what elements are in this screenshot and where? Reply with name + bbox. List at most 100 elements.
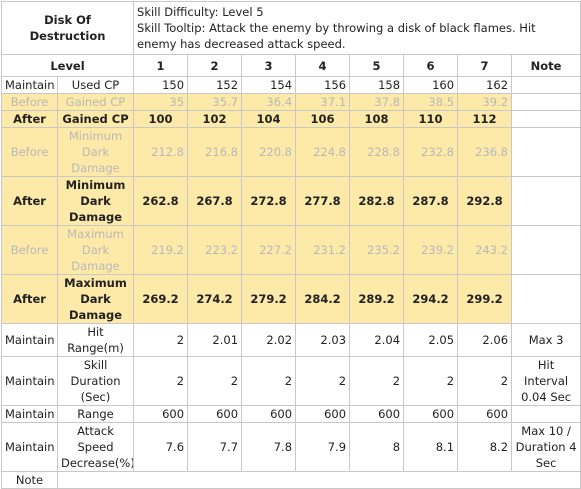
stat-row: Maintain Used CP 150 152 154 156 158 160 162 bbox=[1, 76, 581, 94]
stat-value: 279.2 bbox=[241, 274, 297, 324]
stat-value: 36.4 bbox=[241, 93, 297, 111]
stat-value: 272.8 bbox=[241, 176, 297, 226]
stat-value: 2 bbox=[349, 356, 405, 406]
row-note bbox=[511, 225, 581, 275]
level-number: 1 bbox=[133, 54, 189, 77]
stat-value: 2 bbox=[457, 356, 513, 406]
stat-value: 37.1 bbox=[295, 93, 351, 111]
stat-value: 235.2 bbox=[349, 225, 405, 275]
stat-value: 294.2 bbox=[403, 274, 459, 324]
stat-value: 35 bbox=[133, 93, 189, 111]
stat-value: 600 bbox=[349, 405, 405, 423]
stat-name: Minimum Dark Damage bbox=[56, 176, 135, 226]
stat-value: 216.8 bbox=[187, 127, 243, 177]
stat-name: Minimum Dark Damage bbox=[56, 127, 135, 177]
stat-value: 600 bbox=[457, 405, 513, 423]
stat-value: 2.04 bbox=[349, 323, 405, 357]
stat-value: 243.2 bbox=[457, 225, 513, 275]
stat-value: 231.2 bbox=[295, 225, 351, 275]
stat-value: 2 bbox=[133, 323, 189, 357]
stat-value: 239.2 bbox=[403, 225, 459, 275]
stat-value: 154 bbox=[241, 76, 297, 94]
stat-row: Before Gained CP 35 35.7 36.4 37.1 37.8 38.5 39.… bbox=[1, 93, 581, 111]
stat-value: 236.8 bbox=[457, 127, 513, 177]
stat-value: 277.8 bbox=[295, 176, 351, 226]
row-note: Max 3 bbox=[511, 323, 581, 357]
stat-value: 227.2 bbox=[241, 225, 297, 275]
stat-value: 8.1 bbox=[403, 422, 459, 472]
stat-value: 39.2 bbox=[457, 93, 513, 111]
stat-value: 7.6 bbox=[133, 422, 189, 472]
footer-note-content bbox=[56, 471, 581, 489]
stat-row: Maintain Hit Range(m) 2 2.01 2.02 2.03 2.04 2.0… bbox=[1, 323, 581, 357]
stat-value: 110 bbox=[403, 110, 459, 128]
stat-value: 2 bbox=[403, 356, 459, 406]
stat-value: 220.8 bbox=[241, 127, 297, 177]
row-note bbox=[511, 274, 581, 324]
level-number: 7 bbox=[457, 54, 513, 77]
footer-note-label: Note bbox=[1, 471, 58, 489]
stat-row: Maintain Range 600 600 600 600 600 600 600 bbox=[1, 405, 581, 423]
stat-value: 112 bbox=[457, 110, 513, 128]
footer-row: Note bbox=[1, 471, 581, 489]
stat-value: 600 bbox=[295, 405, 351, 423]
stat-value: 35.7 bbox=[187, 93, 243, 111]
stat-value: 2.02 bbox=[241, 323, 297, 357]
stat-value: 108 bbox=[349, 110, 405, 128]
skill-tooltip: Skill Tooltip: Attack the enemy by throw… bbox=[137, 21, 536, 51]
skill-difficulty: Skill Difficulty: Level 5 bbox=[137, 5, 264, 19]
level-number: 5 bbox=[349, 54, 405, 77]
level-label: Level bbox=[0, 54, 135, 77]
stat-value: 224.8 bbox=[295, 127, 351, 177]
stat-value: 232.8 bbox=[403, 127, 459, 177]
stat-value: 299.2 bbox=[457, 274, 513, 324]
stat-value: 158 bbox=[349, 76, 405, 94]
row-state: Before bbox=[1, 225, 58, 275]
level-number: 6 bbox=[403, 54, 459, 77]
row-state: Maintain bbox=[1, 422, 58, 472]
level-number: 3 bbox=[241, 54, 297, 77]
stat-value: 2 bbox=[295, 356, 351, 406]
row-state: Maintain bbox=[1, 76, 58, 94]
skill-name: Disk Of Destruction bbox=[0, 1, 135, 55]
row-state: Before bbox=[1, 93, 58, 111]
stat-value: 104 bbox=[241, 110, 297, 128]
stat-row: After Minimum Dark Damage 262.8 267.8 272.8 2… bbox=[1, 176, 581, 226]
stat-value: 38.5 bbox=[403, 93, 459, 111]
note-label: Note bbox=[511, 54, 581, 77]
stat-row: Maintain Skill Duration (Sec) 2 2 2 2 2 2 2 Hit I… bbox=[1, 356, 581, 406]
stat-value: 284.2 bbox=[295, 274, 351, 324]
stat-name: Hit Range(m) bbox=[56, 323, 135, 357]
level-number: 4 bbox=[295, 54, 351, 77]
stat-name: Used CP bbox=[56, 76, 135, 94]
stat-value: 2.03 bbox=[295, 323, 351, 357]
row-note: Max 10 / Duration 4 Sec bbox=[511, 422, 581, 472]
row-state: After bbox=[1, 274, 58, 324]
stat-name: Gained CP bbox=[56, 93, 135, 111]
stat-name: Attack Speed Decrease(%) bbox=[56, 422, 135, 472]
row-note bbox=[511, 405, 581, 423]
stat-name: Maximum Dark Damage bbox=[56, 274, 135, 324]
stat-name: Maximum Dark Damage bbox=[56, 225, 135, 275]
stat-value: 156 bbox=[295, 76, 351, 94]
stat-value: 262.8 bbox=[133, 176, 189, 226]
stat-value: 212.8 bbox=[133, 127, 189, 177]
stat-value: 2.06 bbox=[457, 323, 513, 357]
row-state: After bbox=[1, 176, 58, 226]
stat-value: 600 bbox=[133, 405, 189, 423]
stat-value: 600 bbox=[241, 405, 297, 423]
row-note bbox=[511, 176, 581, 226]
stat-value: 219.2 bbox=[133, 225, 189, 275]
stat-row: Maintain Attack Speed Decrease(%) 7.6 7.7 7.… bbox=[1, 422, 581, 472]
stat-row: After Gained CP 100 102 104 106 108 110 112 bbox=[1, 110, 581, 128]
stat-value: 223.2 bbox=[187, 225, 243, 275]
stat-value: 8.2 bbox=[457, 422, 513, 472]
row-state: Maintain bbox=[1, 356, 58, 406]
stat-value: 162 bbox=[457, 76, 513, 94]
stat-value: 100 bbox=[133, 110, 189, 128]
stat-value: 228.8 bbox=[349, 127, 405, 177]
stat-value: 600 bbox=[403, 405, 459, 423]
stat-value: 7.9 bbox=[295, 422, 351, 472]
